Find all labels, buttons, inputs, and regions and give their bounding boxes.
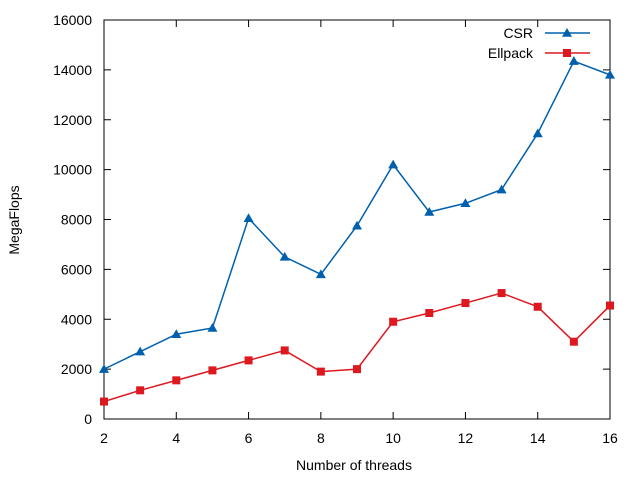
data-point-ellpack <box>461 299 470 308</box>
series-ellpack <box>100 289 614 406</box>
y-tick-label: 6000 <box>61 261 92 277</box>
x-tick-label: 6 <box>245 430 253 446</box>
data-point-ellpack <box>100 397 108 406</box>
y-tick-label: 12000 <box>53 112 92 128</box>
data-point-csr <box>460 198 471 208</box>
x-tick-label: 14 <box>530 430 546 446</box>
data-point-csr <box>171 329 182 338</box>
data-point-csr <box>496 184 507 194</box>
legend-label-ellpack: Ellpack <box>488 45 534 61</box>
y-tick-label: 8000 <box>61 212 92 228</box>
y-tick-label: 2000 <box>61 361 92 377</box>
x-tick-label: 12 <box>458 430 474 446</box>
data-point-csr <box>135 346 146 356</box>
data-point-ellpack <box>497 289 506 298</box>
legend: CSR Ellpack <box>488 25 590 61</box>
y-tick-label: 14000 <box>53 62 92 78</box>
data-point-csr <box>99 364 109 373</box>
data-point-ellpack <box>280 346 289 355</box>
x-tick-label: 16 <box>602 430 618 446</box>
data-point-ellpack <box>244 356 253 365</box>
x-axis-label: Number of threads <box>296 457 412 473</box>
legend-label-csr: CSR <box>503 25 533 41</box>
data-point-csr <box>424 207 435 216</box>
legend-marker-ellpack <box>563 49 571 57</box>
data-point-ellpack <box>389 317 398 326</box>
data-point-csr <box>532 128 543 138</box>
data-point-ellpack <box>425 309 434 318</box>
y-tick-label: 10000 <box>53 162 92 178</box>
data-point-csr <box>243 213 254 223</box>
x-tick-label: 4 <box>172 430 180 446</box>
series-line-csr <box>103 60 611 370</box>
x-axis: 2 4 6 8 10 12 14 16 <box>100 20 618 446</box>
data-point-ellpack <box>172 376 181 385</box>
data-point-csr <box>207 322 218 332</box>
x-tick-label: 8 <box>317 430 325 446</box>
y-tick-label: 16000 <box>53 12 92 28</box>
y-tick-label: 4000 <box>61 311 92 327</box>
series-layer <box>99 56 615 406</box>
data-point-ellpack <box>606 301 614 310</box>
data-point-ellpack <box>569 337 578 346</box>
data-point-csr <box>315 269 326 279</box>
data-point-ellpack <box>353 365 361 374</box>
x-tick-label: 2 <box>100 430 108 446</box>
series-csr <box>99 56 615 373</box>
y-axis: 0 2000 4000 6000 8000 10000 12000 14000 16000 <box>53 12 610 427</box>
data-point-ellpack <box>208 366 217 375</box>
y-tick-label: 0 <box>84 411 92 427</box>
data-point-csr <box>279 251 290 261</box>
data-point-csr <box>352 220 362 230</box>
data-point-ellpack <box>136 386 145 395</box>
data-point-csr <box>605 69 615 79</box>
data-point-csr <box>388 159 399 169</box>
data-point-ellpack <box>533 302 542 311</box>
x-tick-label: 10 <box>385 430 401 446</box>
data-point-csr <box>568 56 579 65</box>
plot-frame <box>103 19 611 420</box>
data-point-ellpack <box>316 367 325 376</box>
y-axis-label: MegaFlops <box>6 185 22 254</box>
legend-marker-csr <box>562 28 572 37</box>
